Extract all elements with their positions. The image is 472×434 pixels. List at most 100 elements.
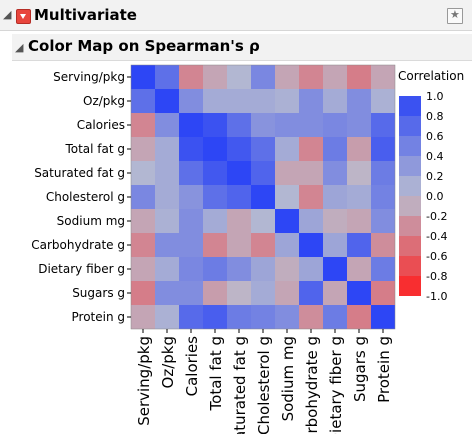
heatmap-cell[interactable] [299,113,323,137]
heatmap-cell[interactable] [155,185,179,209]
heatmap-cell[interactable] [323,209,347,233]
heatmap-cell[interactable] [203,209,227,233]
heatmap-cell[interactable] [155,137,179,161]
heatmap-cell[interactable] [131,185,155,209]
heatmap-cell[interactable] [275,113,299,137]
heatmap-cell[interactable] [347,257,371,281]
heatmap-cell[interactable] [371,65,395,89]
heatmap-cell[interactable] [227,113,251,137]
heatmap-cell[interactable] [227,89,251,113]
heatmap-cell[interactable] [275,281,299,305]
heatmap-cell[interactable] [227,281,251,305]
heatmap-cell[interactable] [179,113,203,137]
heatmap-cell[interactable] [323,161,347,185]
heatmap-cell[interactable] [155,161,179,185]
heatmap-cell[interactable] [179,185,203,209]
heatmap-cell[interactable] [299,305,323,329]
heatmap-cell[interactable] [323,257,347,281]
heatmap-cell[interactable] [179,233,203,257]
heatmap-cell[interactable] [179,209,203,233]
heatmap-cell[interactable] [299,257,323,281]
heatmap-cell[interactable] [179,161,203,185]
heatmap-cell[interactable] [179,257,203,281]
heatmap-cell[interactable] [131,209,155,233]
heatmap-cell[interactable] [155,233,179,257]
heatmap-cell[interactable] [299,281,323,305]
heatmap-cell[interactable] [251,137,275,161]
heatmap-cell[interactable] [275,185,299,209]
heatmap-cell[interactable] [203,89,227,113]
heatmap-cell[interactable] [323,281,347,305]
heatmap-cell[interactable] [323,113,347,137]
heatmap-cell[interactable] [347,113,371,137]
heatmap-cell[interactable] [251,185,275,209]
heatmap-cell[interactable] [179,65,203,89]
heatmap-cell[interactable] [371,161,395,185]
heatmap-cell[interactable] [275,161,299,185]
heatmap-cell[interactable] [155,89,179,113]
heatmap-cell[interactable] [347,161,371,185]
heatmap-cell[interactable] [275,233,299,257]
heatmap-cell[interactable] [371,89,395,113]
heatmap-cell[interactable] [347,233,371,257]
heatmap-cell[interactable] [251,89,275,113]
heatmap-cell[interactable] [251,281,275,305]
red-menu-triangle-icon[interactable] [16,9,31,24]
heatmap-cell[interactable] [371,113,395,137]
heatmap-cell[interactable] [131,113,155,137]
heatmap-cell[interactable] [347,185,371,209]
heatmap-cell[interactable] [227,233,251,257]
disclosure-triangle-icon[interactable]: ◢ [3,9,12,21]
heatmap-cell[interactable] [347,137,371,161]
heatmap-cell[interactable] [203,65,227,89]
heatmap-cell[interactable] [203,257,227,281]
heatmap-cell[interactable] [131,161,155,185]
heatmap-cell[interactable] [203,281,227,305]
heatmap-cell[interactable] [131,65,155,89]
heatmap-cell[interactable] [323,89,347,113]
heatmap-cell[interactable] [155,305,179,329]
heatmap-cell[interactable] [371,209,395,233]
heatmap-cell[interactable] [179,137,203,161]
heatmap-cell[interactable] [203,185,227,209]
heatmap-cell[interactable] [371,233,395,257]
heatmap-cell[interactable] [131,137,155,161]
star-window-icon[interactable] [447,8,463,24]
heatmap-cell[interactable] [227,209,251,233]
heatmap-cell[interactable] [299,233,323,257]
heatmap-cell[interactable] [155,113,179,137]
heatmap-cell[interactable] [251,305,275,329]
heatmap-cell[interactable] [203,161,227,185]
heatmap-cell[interactable] [131,89,155,113]
heatmap-cell[interactable] [227,161,251,185]
heatmap-cell[interactable] [299,209,323,233]
heatmap-cell[interactable] [179,281,203,305]
heatmap-cell[interactable] [227,137,251,161]
heatmap-cell[interactable] [251,233,275,257]
heatmap-cell[interactable] [275,305,299,329]
heatmap-cell[interactable] [251,161,275,185]
heatmap-cell[interactable] [275,65,299,89]
heatmap-cell[interactable] [227,65,251,89]
heatmap-cell[interactable] [131,281,155,305]
heatmap-cell[interactable] [299,185,323,209]
heatmap-cell[interactable] [203,137,227,161]
heatmap-cell[interactable] [323,185,347,209]
heatmap-cell[interactable] [155,65,179,89]
heatmap-cell[interactable] [251,257,275,281]
heatmap-cell[interactable] [131,233,155,257]
multivariate-outline-header[interactable] [0,0,472,31]
heatmap-cell[interactable] [347,89,371,113]
heatmap-cell[interactable] [155,209,179,233]
heatmap-cell[interactable] [347,209,371,233]
heatmap-cell[interactable] [227,305,251,329]
heatmap-cell[interactable] [227,185,251,209]
heatmap-cell[interactable] [323,137,347,161]
heatmap-cell[interactable] [203,305,227,329]
heatmap-cell[interactable] [251,65,275,89]
heatmap-cell[interactable] [323,233,347,257]
heatmap-cell[interactable] [203,113,227,137]
heatmap-cell[interactable] [347,65,371,89]
heatmap-cell[interactable] [371,281,395,305]
heatmap-cell[interactable] [251,209,275,233]
